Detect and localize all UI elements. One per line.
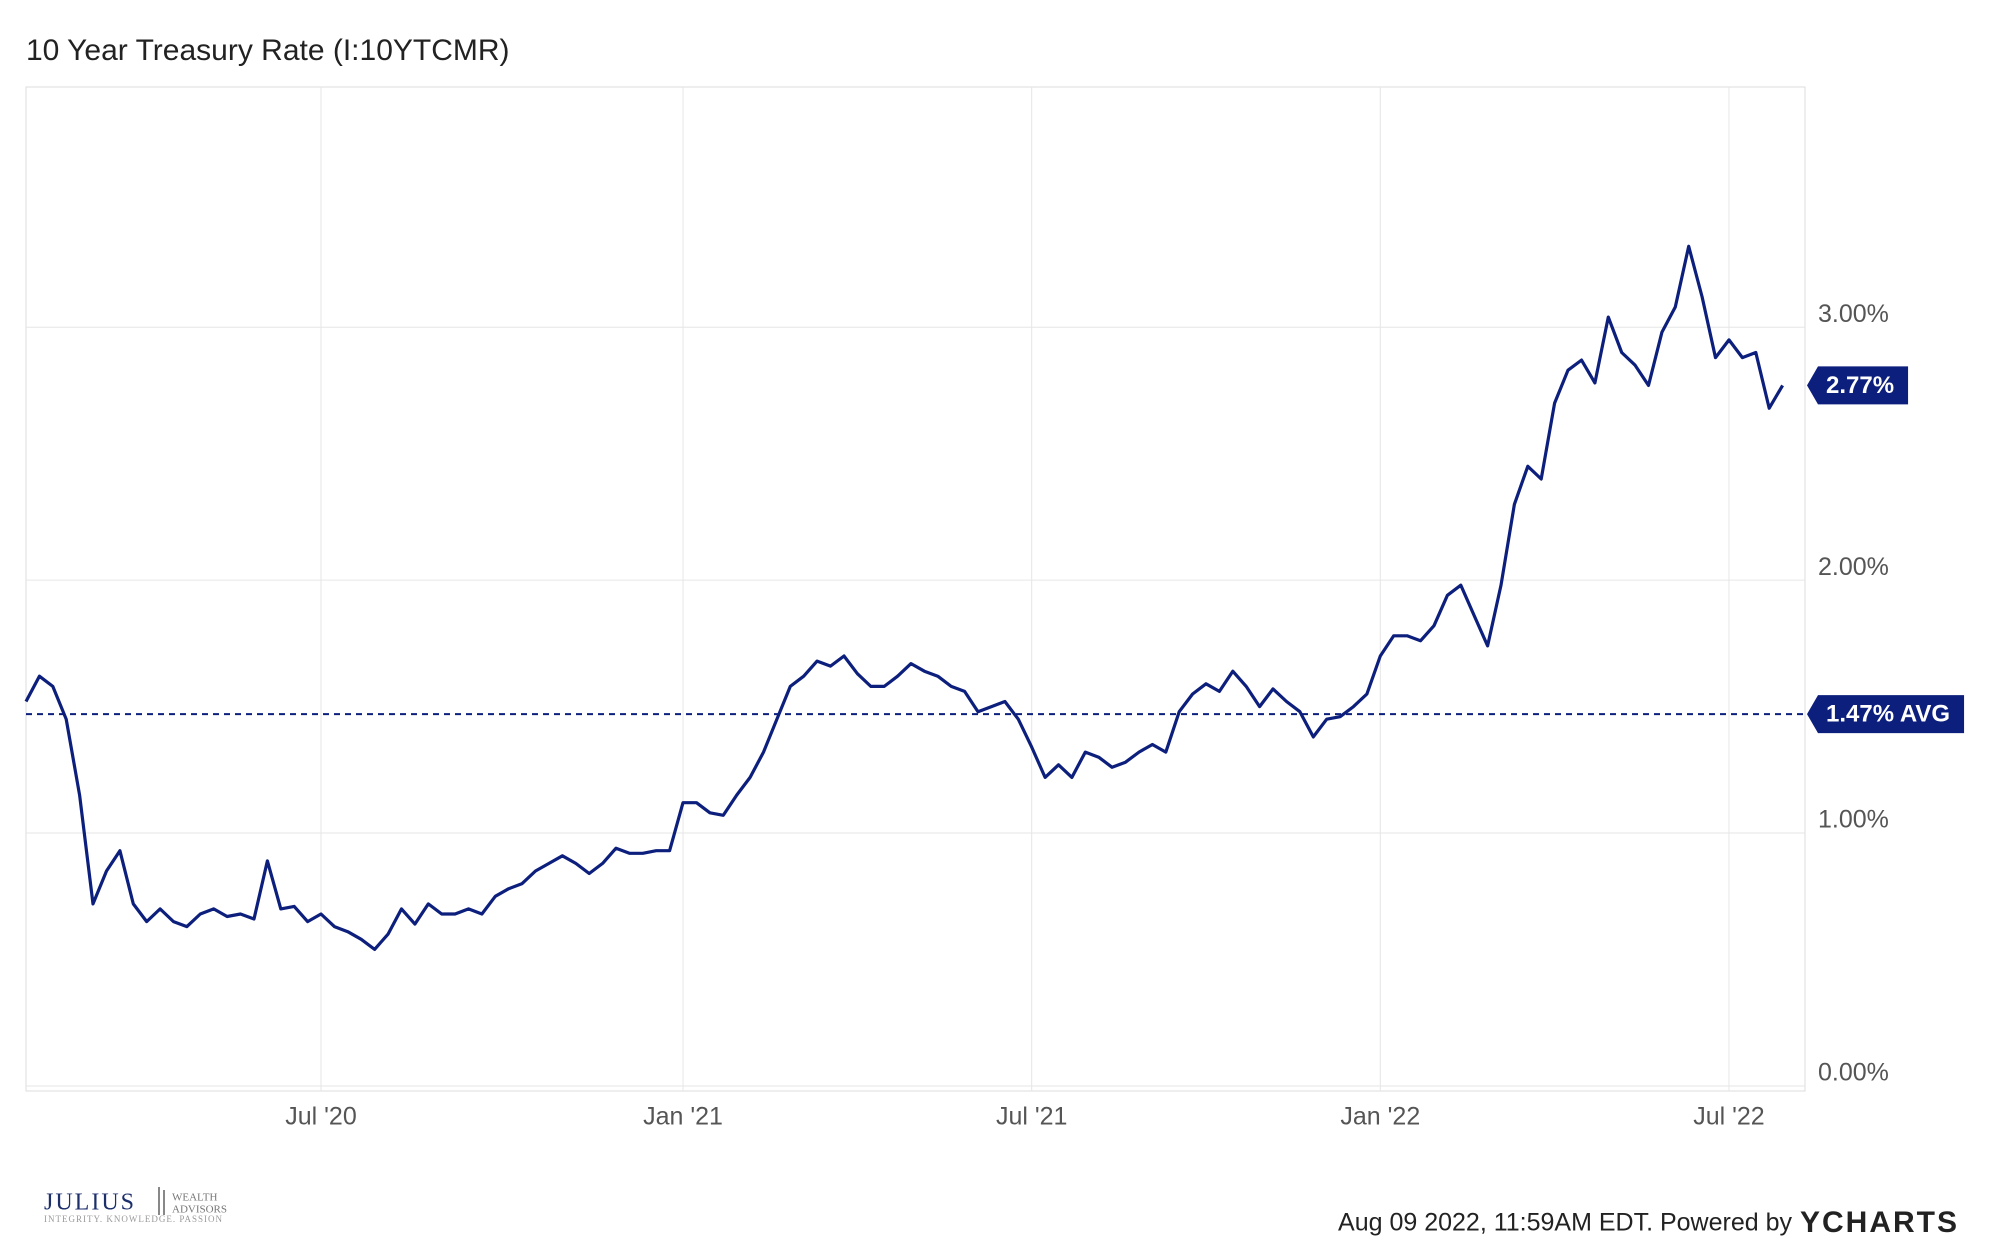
brand: YCHARTS — [1800, 1206, 1959, 1239]
y-tick-label: 1.00% — [1818, 806, 1889, 834]
timestamp: Aug 09 2022, 11:59AM EDT. Powered by — [1338, 1209, 1792, 1237]
logo-name: JULIUS — [44, 1190, 136, 1216]
value-label: 1.47% AVG — [1826, 701, 1950, 728]
x-tick-label: Jul '20 — [285, 1103, 356, 1131]
x-tick-label: Jul '22 — [1693, 1103, 1764, 1131]
chart-title: 10 Year Treasury Rate (I:10YTCMR) — [26, 34, 510, 67]
y-tick-label: 2.00% — [1818, 553, 1889, 581]
logo-bar — [163, 1190, 165, 1215]
value-label-box — [1807, 366, 1909, 405]
plot-frame — [25, 86, 1806, 1092]
value-label: 2.77% — [1826, 372, 1894, 399]
x-tick-label: Jan '21 — [643, 1103, 723, 1131]
data-line — [24, 244, 1784, 951]
value-label-box — [1807, 695, 1965, 734]
logo-line1: WEALTH — [172, 1192, 217, 1204]
lines — [24, 244, 1784, 951]
x-tick-label: Jul '21 — [996, 1103, 1067, 1131]
x-tick-label: Jan '22 — [1340, 1103, 1420, 1131]
logo-bar — [158, 1187, 160, 1215]
y-tick-label: 3.00% — [1818, 300, 1889, 328]
y-tick-label: 0.00% — [1818, 1059, 1889, 1087]
annotations: 2.77% 1.47% AVG — [26, 366, 1965, 734]
logo-line2: ADVISORS — [172, 1204, 227, 1216]
logo-tagline: INTEGRITY. KNOWLEDGE. PASSION — [44, 1214, 223, 1224]
grid: 0.00% 1.00% 2.00% 3.00% Jul '20 Jan '21 Jul '2… — [26, 87, 1889, 1131]
